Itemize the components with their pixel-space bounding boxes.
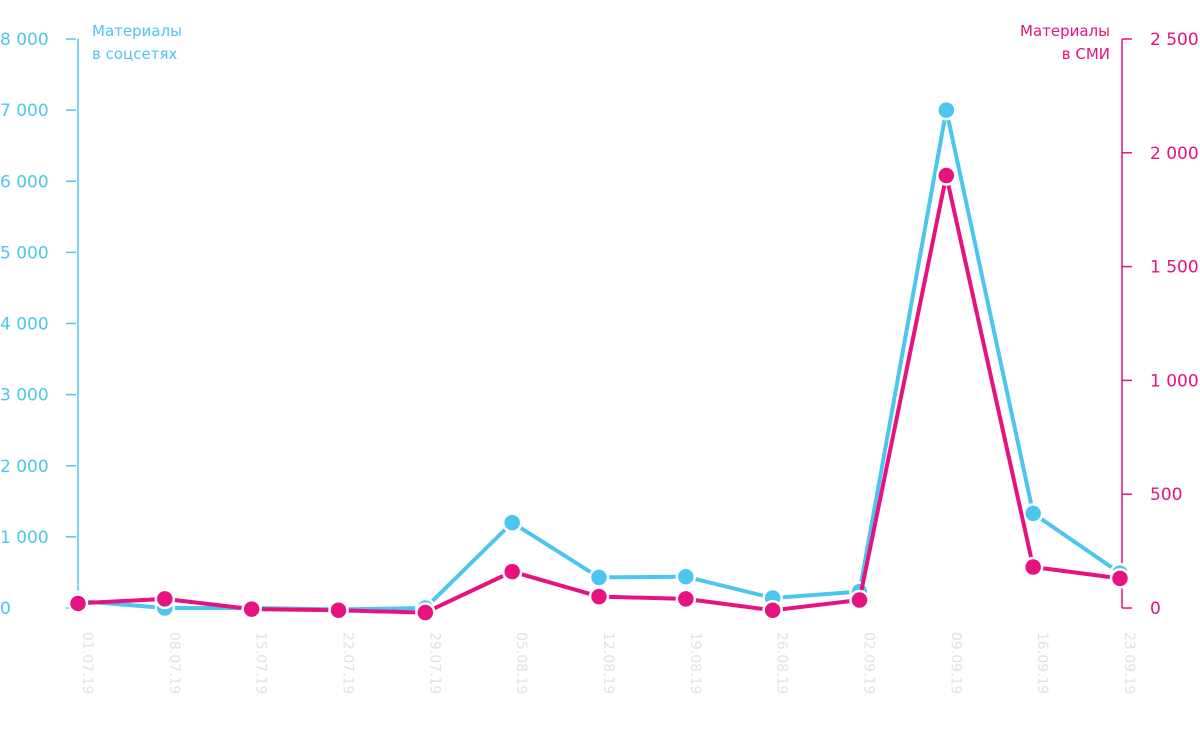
data-point-media <box>675 588 697 610</box>
data-point-media <box>1109 568 1131 589</box>
data-point-social <box>588 567 610 588</box>
data-point-media <box>936 165 957 186</box>
right-y-axis-label-line-1: Материалы <box>1020 22 1110 40</box>
left-y-tick-label: 7 000 <box>0 101 49 121</box>
right-y-axis: 0 500 1 000 1 500 2 000 2 500 <box>1121 30 1199 619</box>
series-line-social <box>76 108 1122 612</box>
data-point-media <box>588 586 610 607</box>
left-y-axis-label-line-1: Материалы <box>92 22 182 40</box>
data-point-media <box>67 593 89 614</box>
right-y-tick-label: 1 500 <box>1150 258 1199 278</box>
right-y-tick-label: 2 000 <box>1150 144 1199 164</box>
x-tick-label: 08.07.19 <box>166 632 182 694</box>
left-y-tick-label: 4 000 <box>0 315 49 335</box>
data-point-media <box>849 589 870 611</box>
left-y-tick-label: 0 <box>0 599 11 619</box>
left-y-tick-label: 8 000 <box>0 30 49 50</box>
data-point-media <box>1022 556 1044 578</box>
data-point-media <box>154 588 176 610</box>
x-tick-label: 22.07.19 <box>340 632 356 694</box>
x-axis: 01.07.19 08.07.19 15.07.19 22.07.19 29.07.19… <box>79 632 1137 694</box>
left-y-tick-label: 5 000 <box>0 243 49 263</box>
x-tick-label: 19.08.19 <box>687 632 703 694</box>
x-tick-label: 09.09.19 <box>947 632 963 694</box>
left-y-axis-label-line-2: в соцсетях <box>92 45 177 63</box>
left-y-tick-label: 3 000 <box>0 386 49 406</box>
data-point-media <box>762 600 783 621</box>
left-y-axis: 0 1 000 2 000 3 000 4 000 5 000 6 000 7 000 8 00… <box>0 30 79 619</box>
right-y-tick-label: 2 500 <box>1150 30 1199 50</box>
x-tick-label: 01.07.19 <box>79 632 95 694</box>
x-tick-label: 02.09.19 <box>861 632 877 694</box>
data-point-social <box>675 566 697 587</box>
right-y-tick-label: 500 <box>1150 485 1182 505</box>
data-point-social <box>936 99 957 121</box>
right-y-tick-label: 1 000 <box>1150 371 1199 391</box>
right-y-tick-label: 0 <box>1150 599 1161 619</box>
series-media <box>67 165 1131 623</box>
left-y-tick-label: 2 000 <box>0 457 49 477</box>
x-tick-label: 05.08.19 <box>513 632 529 694</box>
left-y-tick-label: 6 000 <box>0 172 49 192</box>
data-point-media <box>241 598 262 620</box>
data-point-media <box>328 600 349 621</box>
x-tick-label: 23.09.19 <box>1121 632 1137 694</box>
series-line-media <box>76 173 1122 615</box>
data-point-media <box>501 561 523 582</box>
data-point-social <box>501 512 523 533</box>
x-tick-label: 15.07.19 <box>253 632 269 694</box>
x-tick-label: 26.08.19 <box>774 632 790 694</box>
series-social <box>67 99 1131 620</box>
x-tick-label: 29.07.19 <box>426 632 442 694</box>
data-point-social <box>1022 503 1044 524</box>
x-tick-label: 16.09.19 <box>1034 632 1050 694</box>
data-point-media <box>415 602 436 623</box>
x-tick-label: 12.08.19 <box>600 632 616 694</box>
series-layer <box>67 99 1131 623</box>
left-y-tick-label: 1 000 <box>0 528 49 548</box>
right-y-axis-label-line-2: в СМИ <box>1062 45 1110 63</box>
